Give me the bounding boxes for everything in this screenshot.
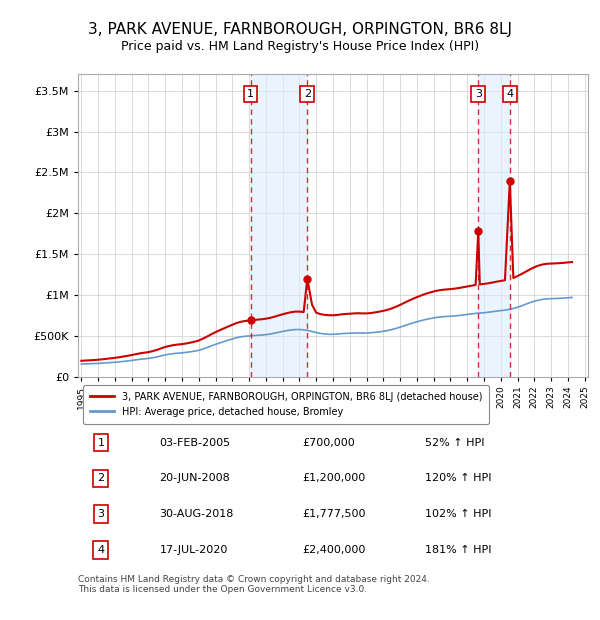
Text: 102% ↑ HPI: 102% ↑ HPI xyxy=(425,510,491,520)
Text: 20-JUN-2008: 20-JUN-2008 xyxy=(160,474,230,484)
Text: 30-AUG-2018: 30-AUG-2018 xyxy=(160,510,234,520)
Text: £1,777,500: £1,777,500 xyxy=(302,510,366,520)
Text: 17-JUL-2020: 17-JUL-2020 xyxy=(160,545,228,556)
Text: 3: 3 xyxy=(97,510,104,520)
Text: Price paid vs. HM Land Registry's House Price Index (HPI): Price paid vs. HM Land Registry's House … xyxy=(121,40,479,53)
Text: 4: 4 xyxy=(97,545,104,556)
Bar xyxy=(251,74,307,377)
Text: 3: 3 xyxy=(475,89,482,99)
Text: 181% ↑ HPI: 181% ↑ HPI xyxy=(425,545,491,556)
Text: 52% ↑ HPI: 52% ↑ HPI xyxy=(425,438,484,448)
Text: 2: 2 xyxy=(304,89,311,99)
Bar xyxy=(478,74,510,377)
Text: 2: 2 xyxy=(97,474,104,484)
Text: 120% ↑ HPI: 120% ↑ HPI xyxy=(425,474,491,484)
Text: £700,000: £700,000 xyxy=(302,438,355,448)
Text: £1,200,000: £1,200,000 xyxy=(302,474,365,484)
Text: 3, PARK AVENUE, FARNBOROUGH, ORPINGTON, BR6 8LJ: 3, PARK AVENUE, FARNBOROUGH, ORPINGTON, … xyxy=(88,22,512,37)
Text: 1: 1 xyxy=(97,438,104,448)
Text: 1: 1 xyxy=(247,89,254,99)
Text: 03-FEB-2005: 03-FEB-2005 xyxy=(160,438,231,448)
Text: 4: 4 xyxy=(506,89,514,99)
Text: £2,400,000: £2,400,000 xyxy=(302,545,366,556)
Text: Contains HM Land Registry data © Crown copyright and database right 2024.
This d: Contains HM Land Registry data © Crown c… xyxy=(78,575,430,595)
Legend: 3, PARK AVENUE, FARNBOROUGH, ORPINGTON, BR6 8LJ (detached house), HPI: Average p: 3, PARK AVENUE, FARNBOROUGH, ORPINGTON, … xyxy=(83,385,489,423)
